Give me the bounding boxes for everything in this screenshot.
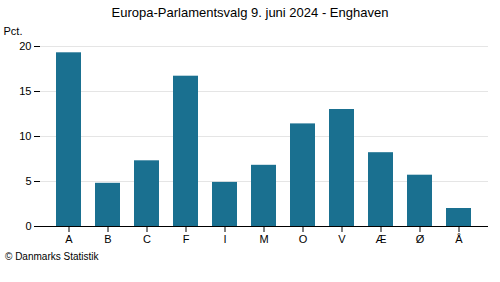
svg-text:20: 20	[19, 40, 31, 52]
html-text:Europa-Parlamentsvalg 9. juni: Europa-Parlamentsvalg 9. juni 2024 - Eng…	[111, 5, 389, 20]
svg-text:A: A	[65, 233, 73, 245]
svg-text:10: 10	[19, 130, 31, 142]
svg-text:15: 15	[19, 85, 31, 97]
svg-text:Pct.: Pct.	[4, 25, 23, 37]
svg-text:M: M	[259, 233, 268, 245]
svg-text:F: F	[183, 233, 190, 245]
svg-text:Ø: Ø	[416, 233, 425, 245]
svg-text:5: 5	[25, 175, 31, 187]
svg-text:V: V	[338, 233, 346, 245]
html-text:© Danmarks Statistik: © Danmarks Statistik	[5, 251, 99, 262]
svg-text:C: C	[143, 233, 151, 245]
svg-text:I: I	[223, 233, 226, 245]
svg-text:O: O	[299, 233, 308, 245]
svg-text:Å: Å	[455, 233, 463, 245]
svg-text:0: 0	[25, 220, 31, 232]
svg-text:Æ: Æ	[376, 233, 387, 245]
svg-text:B: B	[104, 233, 111, 245]
